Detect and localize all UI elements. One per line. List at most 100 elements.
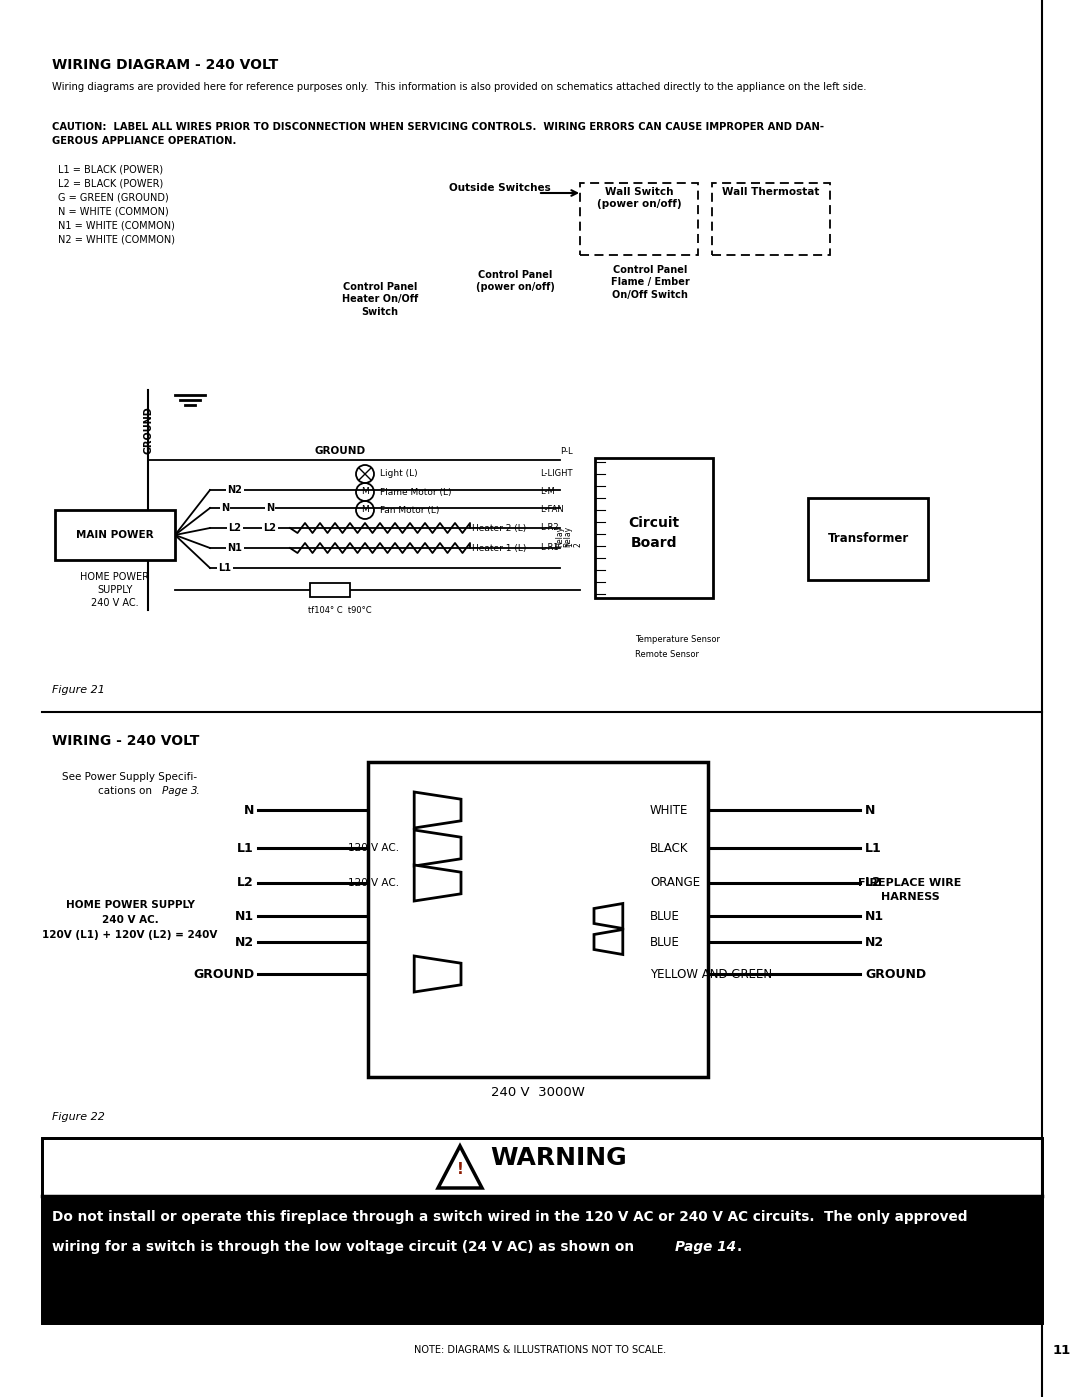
Text: Page 3: Page 3 [162,787,198,796]
Text: N1: N1 [228,543,242,553]
Text: L-R1: L-R1 [540,543,558,552]
Text: Control Panel
Flame / Ember
On/Off Switch: Control Panel Flame / Ember On/Off Switc… [610,265,689,300]
Text: N = WHITE (COMMON): N = WHITE (COMMON) [58,207,168,217]
Text: L-R2: L-R2 [540,524,558,532]
Text: L-FAN: L-FAN [540,506,564,514]
Text: N: N [244,803,254,816]
Text: YELLOW AND GREEN: YELLOW AND GREEN [650,968,772,981]
Bar [712,183,831,256]
Text: N1: N1 [234,909,254,922]
Text: Figure 22: Figure 22 [52,1112,105,1122]
Text: 240 V AC.: 240 V AC. [102,915,159,925]
Text: ORANGE: ORANGE [650,876,700,890]
Text: Figure 21: Figure 21 [52,685,105,694]
Text: N2: N2 [865,936,885,949]
Text: Page 14: Page 14 [675,1241,737,1255]
Text: GROUND: GROUND [143,407,153,454]
Text: L1: L1 [218,563,231,573]
Text: Temperature Sensor: Temperature Sensor [635,636,720,644]
Text: Heater 1 (L): Heater 1 (L) [472,543,526,552]
Text: N1: N1 [865,909,885,922]
Text: 120 V AC.: 120 V AC. [348,842,399,854]
Text: Control Panel
(power on/off): Control Panel (power on/off) [475,270,554,292]
Text: L1: L1 [238,841,254,855]
Text: Flame Motor (L): Flame Motor (L) [380,488,451,496]
Text: See Power Supply Specifi-: See Power Supply Specifi- [63,773,198,782]
Text: L2 = BLACK (POWER): L2 = BLACK (POWER) [58,179,163,189]
Text: Outside Switches: Outside Switches [449,183,551,193]
Text: N: N [221,503,229,513]
Text: 120V (L1) + 120V (L2) = 240V: 120V (L1) + 120V (L2) = 240V [42,930,218,940]
Text: 240 V  3000W: 240 V 3000W [491,1085,585,1098]
Text: N: N [266,503,274,513]
Bar [310,583,350,597]
Text: FIREPLACE WIRE
HARNESS: FIREPLACE WIRE HARNESS [859,877,961,902]
Text: G = GREEN (GROUND): G = GREEN (GROUND) [58,193,168,203]
Text: GROUND: GROUND [314,446,365,455]
Text: WIRING - 240 VOLT: WIRING - 240 VOLT [52,733,200,747]
Text: BLUE: BLUE [650,936,680,949]
Bar [580,183,698,256]
Polygon shape [415,792,461,828]
Bar [42,1196,1042,1323]
Text: MAIN POWER: MAIN POWER [77,529,153,541]
Bar [55,510,175,560]
Text: L2: L2 [229,522,242,534]
Bar [595,458,713,598]
Polygon shape [594,929,623,954]
Text: Circuit
Board: Circuit Board [629,517,679,550]
Text: L1: L1 [865,841,881,855]
Text: N: N [865,803,876,816]
Polygon shape [415,956,461,992]
Text: BLACK: BLACK [650,841,689,855]
Text: Wall Thermostat: Wall Thermostat [723,187,820,197]
Text: L2: L2 [865,876,881,890]
Text: Control Panel
Heater On/Off
Switch: Control Panel Heater On/Off Switch [342,282,418,317]
Text: NOTE: DIAGRAMS & ILLUSTRATIONS NOT TO SCALE.: NOTE: DIAGRAMS & ILLUSTRATIONS NOT TO SC… [414,1345,666,1355]
Text: L2: L2 [238,876,254,890]
Text: P-L: P-L [561,447,572,455]
Polygon shape [415,830,461,866]
Text: Remote Sensor: Remote Sensor [635,650,699,659]
Text: M: M [361,506,369,514]
Text: 11: 11 [1053,1344,1071,1356]
Text: N2 = WHITE (COMMON): N2 = WHITE (COMMON) [58,235,175,244]
Text: WHITE: WHITE [650,803,688,816]
Polygon shape [415,865,461,901]
Text: L2: L2 [264,522,276,534]
Text: N2: N2 [234,936,254,949]
Text: HOME POWER SUPPLY: HOME POWER SUPPLY [66,900,194,909]
Bar [808,497,928,580]
Text: !: ! [457,1162,463,1178]
Text: N1 = WHITE (COMMON): N1 = WHITE (COMMON) [58,221,175,231]
Text: N2: N2 [228,485,242,495]
Text: Relay
2: Relay 2 [563,525,582,546]
Text: wiring for a switch is through the low voltage circuit (24 V AC) as shown on: wiring for a switch is through the low v… [52,1241,639,1255]
Text: Fan Motor (L): Fan Motor (L) [380,506,440,514]
Text: WIRING DIAGRAM - 240 VOLT: WIRING DIAGRAM - 240 VOLT [52,59,279,73]
Text: Wall Switch
(power on/off): Wall Switch (power on/off) [596,187,681,210]
Bar [42,1139,1042,1323]
Text: Wiring diagrams are provided here for reference purposes only.  This information: Wiring diagrams are provided here for re… [52,82,866,92]
Text: HOME POWER
SUPPLY
240 V AC.: HOME POWER SUPPLY 240 V AC. [81,571,149,609]
Text: Heater 2 (L): Heater 2 (L) [472,524,526,532]
Text: tf104° C  t90°C: tf104° C t90°C [308,606,372,615]
Bar [368,761,708,1077]
Text: GROUND: GROUND [193,968,254,981]
Text: CAUTION:  LABEL ALL WIRES PRIOR TO DISCONNECTION WHEN SERVICING CONTROLS.  WIRIN: CAUTION: LABEL ALL WIRES PRIOR TO DISCON… [52,122,824,147]
Text: Relay
1: Relay 1 [555,525,575,546]
Text: Light (L): Light (L) [380,469,418,479]
Text: M: M [361,488,369,496]
Text: L-LIGHT: L-LIGHT [540,469,572,479]
Text: GROUND: GROUND [865,968,927,981]
Bar [42,1139,1042,1323]
Text: L1 = BLACK (POWER): L1 = BLACK (POWER) [58,165,163,175]
Text: L-M: L-M [540,488,555,496]
Text: 120 V AC.: 120 V AC. [348,877,399,888]
Text: cations on: cations on [98,787,156,796]
Text: Transformer: Transformer [827,532,908,545]
Text: .: . [195,787,200,796]
Text: BLUE: BLUE [650,909,680,922]
Text: .: . [737,1241,742,1255]
Polygon shape [594,904,623,929]
